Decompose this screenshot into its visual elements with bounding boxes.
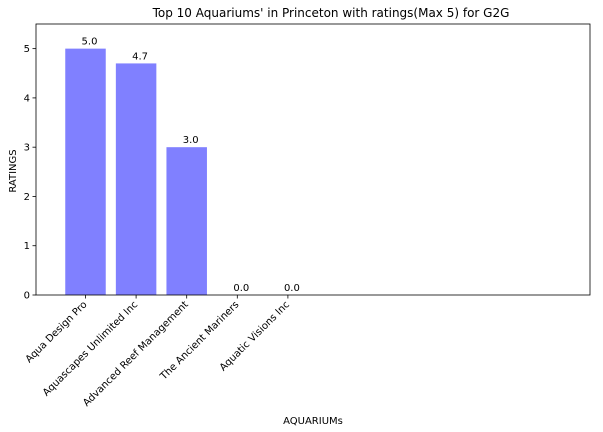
- y-axis: 0 1 2 3 4 5: [24, 44, 36, 302]
- data-label: 5.0: [82, 37, 98, 48]
- y-axis-label: RATINGS: [8, 149, 19, 192]
- y-tick-label: 1: [24, 241, 30, 252]
- data-label: 0.0: [284, 283, 300, 294]
- bar: [115, 63, 157, 295]
- plot-area: 5.0 4.7 3.0 0.0 0.0: [35, 23, 591, 296]
- y-tick-label: 5: [24, 44, 30, 55]
- y-tick-label: 3: [24, 143, 30, 154]
- data-label: 0.0: [233, 283, 249, 294]
- y-tick-label: 4: [24, 93, 30, 104]
- y-tick-label: 2: [24, 192, 30, 203]
- data-label: 4.7: [132, 51, 148, 62]
- x-tick-label: Aquascapes Unlimited Inc: [41, 299, 140, 398]
- data-label: 3.0: [183, 135, 199, 146]
- y-tick-label: 0: [24, 291, 30, 302]
- chart-title: Top 10 Aquariums' in Princeton with rati…: [152, 6, 510, 20]
- x-axis-label: AQUARIUMs: [283, 416, 343, 427]
- bar: [65, 48, 106, 295]
- bar: [166, 147, 207, 295]
- x-tick-label: Advanced Reef Management: [81, 299, 191, 409]
- plot-frame: [35, 23, 591, 296]
